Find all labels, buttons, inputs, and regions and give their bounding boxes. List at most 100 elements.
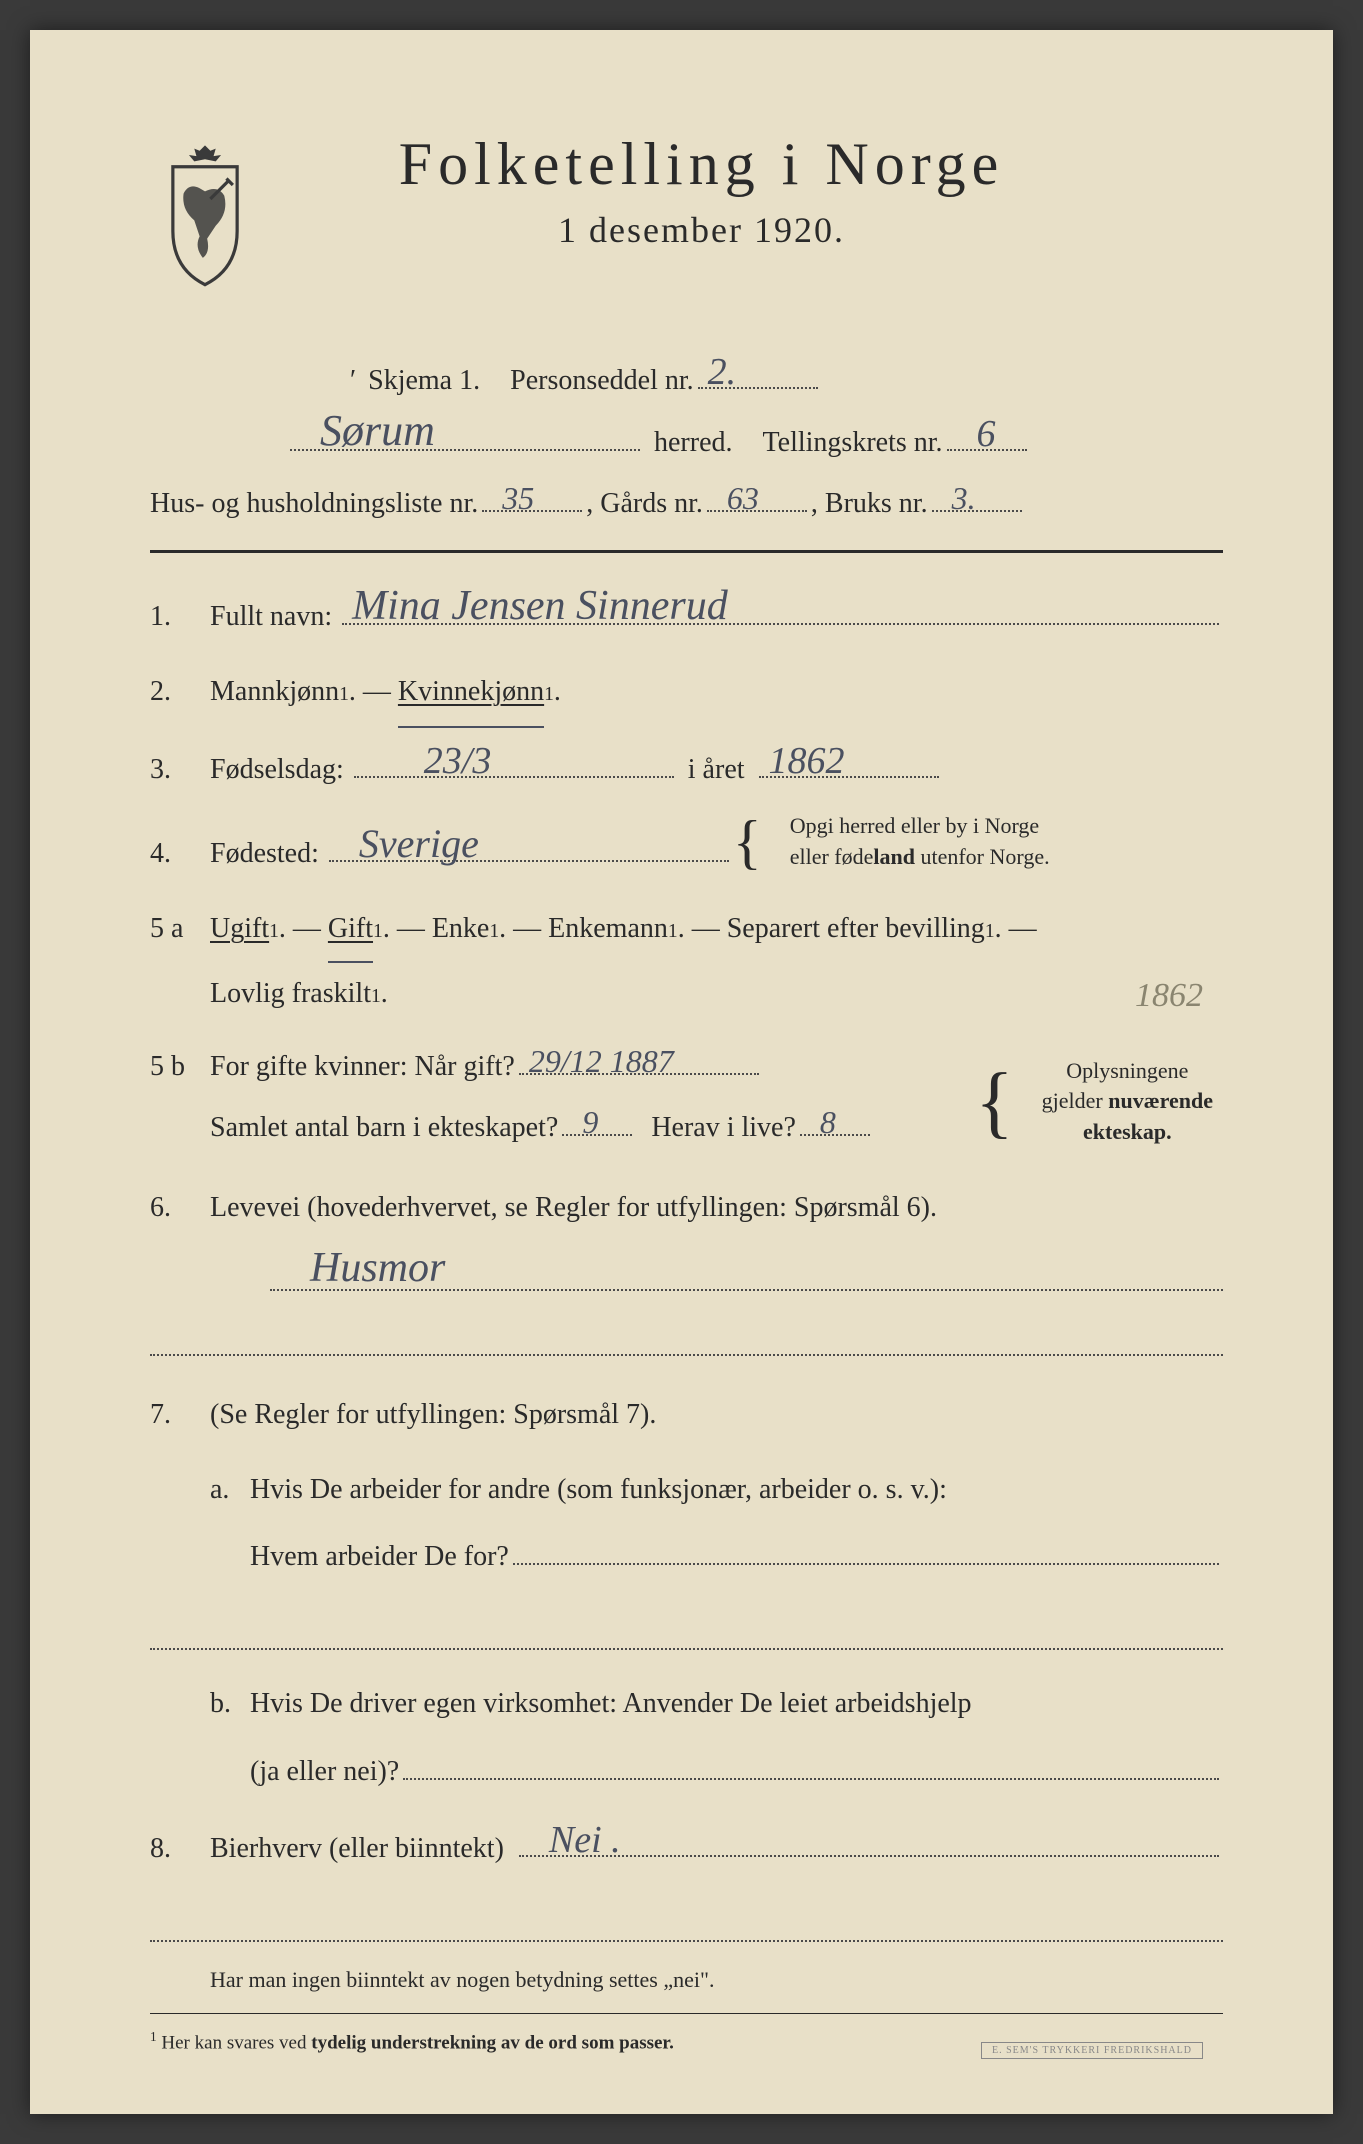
herred-value: Sørum [320,409,435,453]
personseddel-label: Personseddel nr. [510,350,694,412]
meta-line-3: Hus- og husholdningsliste nr. 35 , Gårds… [150,473,1223,535]
q4-label: Fødested: [210,820,319,887]
question-2: 2. Mannkjønn1. — Kvinnekjønn1. [150,658,1223,728]
q3-day-value: 23/3 [424,742,492,780]
husliste-label: Hus- og husholdningsliste nr. [150,473,478,535]
personseddel-value: 2. [708,353,737,391]
bruks-field: 3. [932,510,1022,512]
gards-field: 63 [707,510,807,512]
personseddel-field: 2. [698,387,818,389]
q3-label: Fødselsdag: [210,736,344,803]
q5a-ugift: Ugift [210,898,269,960]
q3-day-field: 23/3 [354,776,674,778]
q6-label: Levevei (hovederhvervet, se Regler for u… [210,1174,937,1241]
printer-stamp: E. SEM'S TRYKKERI FREDRIKSHALD [981,2042,1203,2059]
q2-num: 2. [150,658,210,725]
q7-label: (Se Regler for utfyllingen: Spørsmål 7). [210,1381,656,1448]
q5b-live-value: 8 [820,1106,836,1138]
tellingskrets-field: 6 [947,449,1027,451]
husliste-field: 35 [482,510,582,512]
q1-label: Fullt navn: [210,583,332,650]
q6-field: Husmor [270,1261,1223,1291]
q7a-letter: a. [210,1456,250,1523]
q3-year-label: i året [688,736,745,803]
q5a-lovlig: Lovlig fraskilt [210,963,371,1025]
q3-num: 3. [150,736,210,803]
question-3: 3. Fødselsdag: 23/3 i året 1862 [150,736,1223,803]
header: Folketelling i Norge 1 desember 1920. [150,130,1223,290]
divider-main [150,550,1223,553]
question-7: 7. (Se Regler for utfyllingen: Spørsmål … [150,1381,1223,1448]
gards-label: , Gårds nr. [586,473,703,535]
q7a-field [513,1563,1219,1565]
q5b-label2: Samlet antal barn i ekteskapet? [210,1097,558,1159]
q4-value: Sverige [359,824,479,864]
form-meta: ′ Skjema 1. Personseddel nr. 2. Sørum he… [150,350,1223,535]
q1-field: Mina Jensen Sinnerud [342,623,1219,625]
q5b-live-field: 8 [800,1134,870,1136]
herred-field: Sørum [290,449,640,451]
question-5b: 5 b For gifte kvinner: Når gift? 29/12 1… [150,1033,1223,1159]
q7a-line1: Hvis De arbeider for andre (som funksjon… [250,1456,1223,1523]
q5a-enkemann: Enkemann [548,898,668,960]
q5a-separert: Separert efter bevilling [727,898,985,960]
q5b-label1: For gifte kvinner: Når gift? [210,1036,515,1098]
q5b-gift-field: 29/12 1887 [519,1073,759,1075]
q5a-enke: Enke [432,898,490,960]
q3-year-value: 1862 [769,742,845,780]
question-5a: 5 a Ugift1. — Gift1. — Enke1. — Enkemann… [150,895,1223,1024]
tellingskrets-label: Tellingskrets nr. [763,412,943,474]
subtitle: 1 desember 1920. [290,209,1113,251]
q5b-barn-field: 9 [562,1134,632,1136]
q7b-letter: b. [210,1670,250,1737]
tellingskrets-value: 6 [977,415,996,453]
q2-kvinne: Kvinnekjønn [398,658,544,728]
title-block: Folketelling i Norge 1 desember 1920. [290,130,1223,251]
q1-num: 1. [150,583,210,650]
q5b-num: 5 b [150,1033,210,1100]
q8-field: Nei . [519,1855,1219,1857]
question-4: 4. Fødested: Sverige { Opgi herred eller… [150,811,1223,887]
census-form-page: Folketelling i Norge 1 desember 1920. ′ … [30,30,1333,2114]
herred-label: herred. [654,412,733,474]
divider-footer [150,2013,1223,2014]
q6-value: Husmor [310,1247,445,1289]
q5b-note: { Oplysningene gjelder nuværende ekteska… [975,1056,1213,1148]
q5b-label3: Herav i live? [651,1097,796,1159]
margin-note-1862: 1862 [1135,955,1203,1037]
main-title: Folketelling i Norge [290,130,1113,199]
q8-label: Bierhverv (eller biinntekt) [210,1815,504,1882]
q3-year-field: 1862 [759,776,939,778]
q5b-barn-value: 9 [582,1106,598,1138]
gards-value: 63 [727,482,759,514]
question-1: 1. Fullt navn: Mina Jensen Sinnerud [150,583,1223,650]
q7-num: 7. [150,1381,210,1448]
question-7a: a. Hvis De arbeider for andre (som funks… [150,1456,1223,1590]
question-6: 6. Levevei (hovederhvervet, se Regler fo… [150,1174,1223,1241]
bruks-label: , Bruks nr. [811,473,928,535]
husliste-value: 35 [502,482,534,514]
q5b-gift-value: 29/12 1887 [529,1045,674,1077]
q8-continuation [150,1912,1223,1942]
q7b-line2: (ja eller nei)? [250,1738,399,1805]
meta-line-1: ′ Skjema 1. Personseddel nr. 2. [150,350,1223,412]
meta-line-2: Sørum herred. Tellingskrets nr. 6 [150,412,1223,474]
q4-num: 4. [150,820,210,887]
q5a-gift: Gift [328,898,373,963]
q4-field: Sverige [329,860,729,862]
question-8: 8. Bierhverv (eller biinntekt) Nei . [150,1815,1223,1882]
coat-of-arms-icon [150,140,260,290]
q8-value: Nei . [549,1821,621,1859]
footnote-nei: Har man ingen biinntekt av nogen betydni… [150,1967,1223,1993]
q2-mann: Mannkjønn [210,658,339,725]
skjema-label: Skjema 1. [368,350,480,412]
q6-num: 6. [150,1174,210,1241]
q7a-continuation [150,1620,1223,1650]
bruks-value: 3. [952,482,976,514]
q6-continuation [150,1326,1223,1356]
q1-value: Mina Jensen Sinnerud [352,585,728,627]
q7b-line1: Hvis De driver egen virksomhet: Anvender… [250,1670,1223,1737]
q4-note: { Opgi herred eller by i Norge eller fød… [733,811,1050,873]
q8-num: 8. [150,1815,210,1882]
q5a-num: 5 a [150,895,210,962]
